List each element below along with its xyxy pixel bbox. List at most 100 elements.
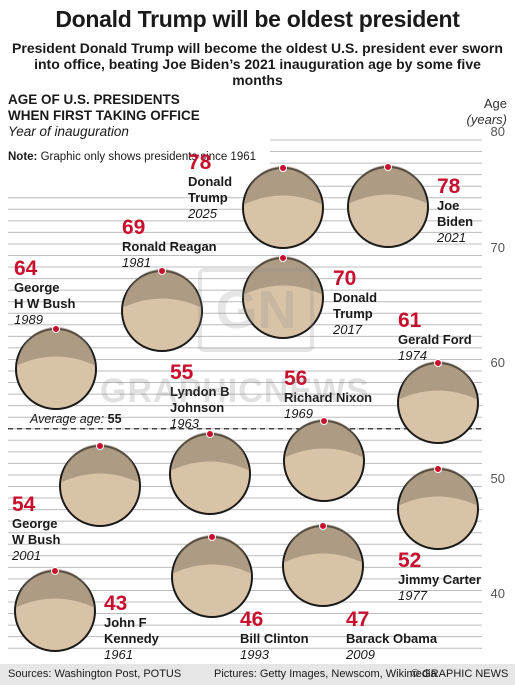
y-axis-title: Age (years): [467, 96, 507, 128]
data-point: [279, 164, 287, 172]
chart-title: AGE OF U.S. PRESIDENTS WHEN FIRST TAKING…: [8, 92, 200, 124]
average-age-label: Average age: 55: [30, 412, 122, 426]
note-bold: Note:: [8, 151, 38, 163]
data-point: [96, 442, 104, 450]
chart-subtitle: Year of inauguration: [8, 124, 129, 139]
president-name: Joe: [437, 198, 460, 213]
y-tick-label: 80: [490, 124, 505, 139]
age-data-label: 78: [437, 175, 461, 198]
portrait-shade: [245, 256, 321, 294]
average-prefix: Average age:: [30, 412, 105, 426]
watermark-logo: GN: [198, 268, 314, 352]
president-label: 64 George H W Bush 1989: [14, 258, 75, 328]
president-name: Bill Clinton: [240, 631, 309, 646]
data-point: [279, 254, 287, 262]
inauguration-year: 1961: [104, 647, 133, 662]
age-data-label: 78: [188, 151, 212, 174]
data-point: [319, 522, 327, 530]
president-name: Lyndon B: [170, 384, 230, 399]
data-point: [208, 533, 216, 541]
portrait-shade: [174, 535, 250, 573]
president-name: Donald: [333, 290, 378, 305]
portrait-shade: [400, 467, 476, 505]
chart-title-line-1: AGE OF U.S. PRESIDENTS: [8, 92, 180, 107]
age-data-label: 46: [240, 608, 264, 631]
portrait-shade: [245, 166, 321, 204]
president-name: H W Bush: [14, 296, 76, 311]
president-name: Kennedy: [104, 631, 159, 646]
president-label: 56 Richard Nixon 1969: [284, 368, 372, 422]
inauguration-year: 1993: [240, 647, 269, 662]
y-tick-label: 70: [490, 239, 505, 255]
inauguration-year: 2025: [188, 206, 217, 221]
data-point: [158, 267, 166, 275]
president-name: George: [12, 516, 58, 531]
portrait-shade: [400, 361, 476, 399]
president-name: Gerald Ford: [398, 332, 472, 347]
age-data-label: 64: [14, 257, 38, 280]
portrait-shade: [124, 269, 200, 307]
data-point: [51, 567, 59, 575]
age-data-label: 61: [398, 309, 422, 332]
inauguration-year: 1981: [122, 255, 151, 270]
president-label: 55 Lyndon B Johnson 1963: [170, 362, 229, 432]
president-name: Ronald Reagan: [122, 239, 217, 254]
president-name: Trump: [188, 190, 228, 205]
y-tick-label: 50: [490, 470, 505, 486]
watermark-text: GRAPHICNEWS: [100, 372, 370, 410]
chart-title-line-2: WHEN FIRST TAKING OFFICE: [8, 108, 200, 123]
president-name: Donald: [188, 174, 233, 189]
y-tick-label: 60: [490, 355, 505, 370]
inauguration-year: 1974: [398, 348, 427, 363]
president-name: George: [14, 280, 60, 295]
president-label: 47 Barack Obama 2009: [346, 609, 437, 663]
page-title: Donald Trump will be oldest president: [55, 6, 460, 32]
footer-pictures: Pictures: Getty Images, Newscom, Wikimed…: [214, 668, 437, 680]
inauguration-year: 1977: [398, 588, 427, 603]
portrait-shade: [62, 444, 138, 482]
footer-credit: © GRAPHIC NEWS: [411, 668, 509, 680]
y-axis-unit: (years): [466, 112, 507, 127]
age-data-label: 55: [170, 361, 194, 384]
portrait-shade: [285, 524, 361, 562]
age-data-label: 56: [284, 367, 308, 390]
portrait-shade: [286, 419, 362, 457]
president-name: Johnson: [170, 400, 225, 415]
data-point: [384, 163, 392, 171]
footer-sources: Sources: Washington Post, POTUS: [8, 668, 182, 680]
inauguration-year: 2017: [333, 322, 362, 337]
president-label: 43 John F Kennedy 1961: [104, 593, 159, 663]
age-data-label: 70: [333, 267, 357, 290]
age-data-label: 43: [104, 592, 128, 615]
note-text: Graphic only shows presidents since 1961: [40, 151, 257, 163]
data-point: [434, 465, 442, 473]
chart-area: [8, 139, 482, 652]
data-point: [434, 359, 442, 367]
president-name: Biden: [437, 214, 474, 229]
average-value: 55: [107, 412, 122, 426]
president-name: John F: [104, 615, 147, 630]
inauguration-year: 2001: [12, 548, 41, 563]
page-subtitle: President Donald Trump will become the o…: [12, 40, 503, 88]
age-data-label: 54: [12, 493, 36, 516]
age-data-label: 47: [346, 608, 370, 631]
president-label: 54 George W Bush 2001: [12, 494, 60, 564]
age-data-label: 52: [398, 549, 422, 572]
note: Note: Graphic only shows presidents sinc…: [8, 150, 256, 164]
portrait-shade: [18, 327, 94, 365]
president-name: Jimmy Carter: [398, 572, 482, 587]
president-label: 70 Donald Trump 2017: [333, 268, 377, 338]
portrait-shade: [350, 165, 426, 203]
data-point: [320, 417, 328, 425]
y-tick-label: 40: [490, 586, 505, 601]
president-name: Richard Nixon: [284, 390, 373, 405]
president-label: 61 Gerald Ford 1974: [398, 310, 472, 364]
president-name: Barack Obama: [346, 631, 438, 646]
data-point: [52, 325, 60, 333]
inauguration-year: 1969: [284, 406, 313, 421]
inauguration-year: 1963: [170, 416, 199, 431]
y-axis-label: Age: [483, 96, 507, 111]
age-data-label: 69: [122, 216, 146, 239]
inauguration-year: 2009: [346, 647, 375, 662]
president-name: W Bush: [12, 532, 61, 547]
